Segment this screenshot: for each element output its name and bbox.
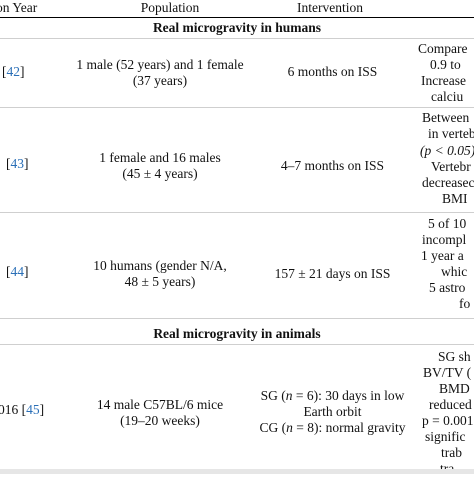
row1-result-2: 0.9 to <box>430 57 461 72</box>
row1-intervention: 6 months on ISS <box>287 64 378 79</box>
section-rule-animals <box>0 344 474 345</box>
row1-year: [42] <box>2 64 25 79</box>
row2-result-2: in verteb <box>428 126 474 141</box>
row3-result-3: 1 year a <box>421 248 464 263</box>
row1-result-3: Increase <box>421 73 466 88</box>
header-col-year: on Year <box>0 0 38 15</box>
row2-population-line1: 1 female and 16 males <box>99 150 221 165</box>
row1-result-1: Compare <box>418 41 468 56</box>
row1-rule <box>0 107 474 108</box>
row4-result-4: reduced <box>429 397 472 412</box>
row2-result-3: (p < 0.05) <box>420 143 474 158</box>
row4-population-line2: (19–20 weeks) <box>120 413 200 428</box>
header-col-intervention: Intervention <box>297 0 363 15</box>
row3-year: [44] <box>6 264 29 279</box>
row4-result-2: BV/TV ( <box>423 365 472 380</box>
bottom-shade <box>0 469 474 474</box>
row3-intervention: 157 ± 21 days on ISS <box>274 266 391 281</box>
row2-population-line2: (45 ± 4 years) <box>122 166 198 181</box>
row2-rule <box>0 212 474 213</box>
row4-population-line1: 14 male C57BL/6 mice <box>96 397 224 412</box>
row4-year-text: 016 <box>0 402 19 417</box>
header-col-population: Population <box>140 0 200 15</box>
row3-result-5: 5 astro <box>429 280 466 295</box>
row1-population-line1: 1 male (52 years) and 1 female <box>76 57 244 72</box>
row2-year: [43] <box>6 156 29 171</box>
row4-year: 016 [45] <box>0 402 45 417</box>
row2-result-6: BMI <box>442 191 468 206</box>
row2-result-4: Vertebr <box>431 159 471 174</box>
row3-citation-link[interactable]: 44 <box>10 264 25 279</box>
row1-citation-link[interactable]: 42 <box>6 64 21 79</box>
row4-citation-link[interactable]: 45 <box>26 402 40 417</box>
row4-result-5: p = 0.001 <box>422 413 474 428</box>
row3-result-2: incompl <box>422 232 467 247</box>
row1-result-4: calciu <box>431 89 464 104</box>
section-rule-humans <box>0 38 474 39</box>
row4-result-7: trab <box>441 445 462 460</box>
row3-rule <box>0 318 474 319</box>
row4-result-1: SG sh <box>438 349 471 364</box>
row3-result-6: fo <box>459 296 471 311</box>
row4-intervention-line2: Earth orbit <box>303 404 362 419</box>
row3-result-1: 5 of 10 <box>428 216 467 231</box>
row2-result-1: Between <box>422 110 470 125</box>
row2-citation-link[interactable]: 43 <box>10 156 25 171</box>
header-rule <box>0 17 474 18</box>
section-title-animals: Real microgravity in animals <box>153 326 321 341</box>
row4-result-3: BMD <box>439 381 470 396</box>
row3-population-line1: 10 humans (gender N/A, <box>93 258 227 273</box>
row3-result-4: whic <box>441 264 468 279</box>
row3-population-line2: 48 ± 5 years) <box>124 274 196 289</box>
row4-result-6: signific <box>425 429 466 444</box>
row2-intervention: 4–7 months on ISS <box>280 158 385 173</box>
section-title-humans: Real microgravity in humans <box>152 20 322 35</box>
row4-intervention-line3: CG (n = 8): normal gravity <box>259 420 406 435</box>
row1-population-line2: (37 years) <box>132 73 188 88</box>
row4-intervention-line1: SG (n = 6): 30 days in low <box>260 388 405 403</box>
row2-result-5: decreasec <box>422 175 474 190</box>
